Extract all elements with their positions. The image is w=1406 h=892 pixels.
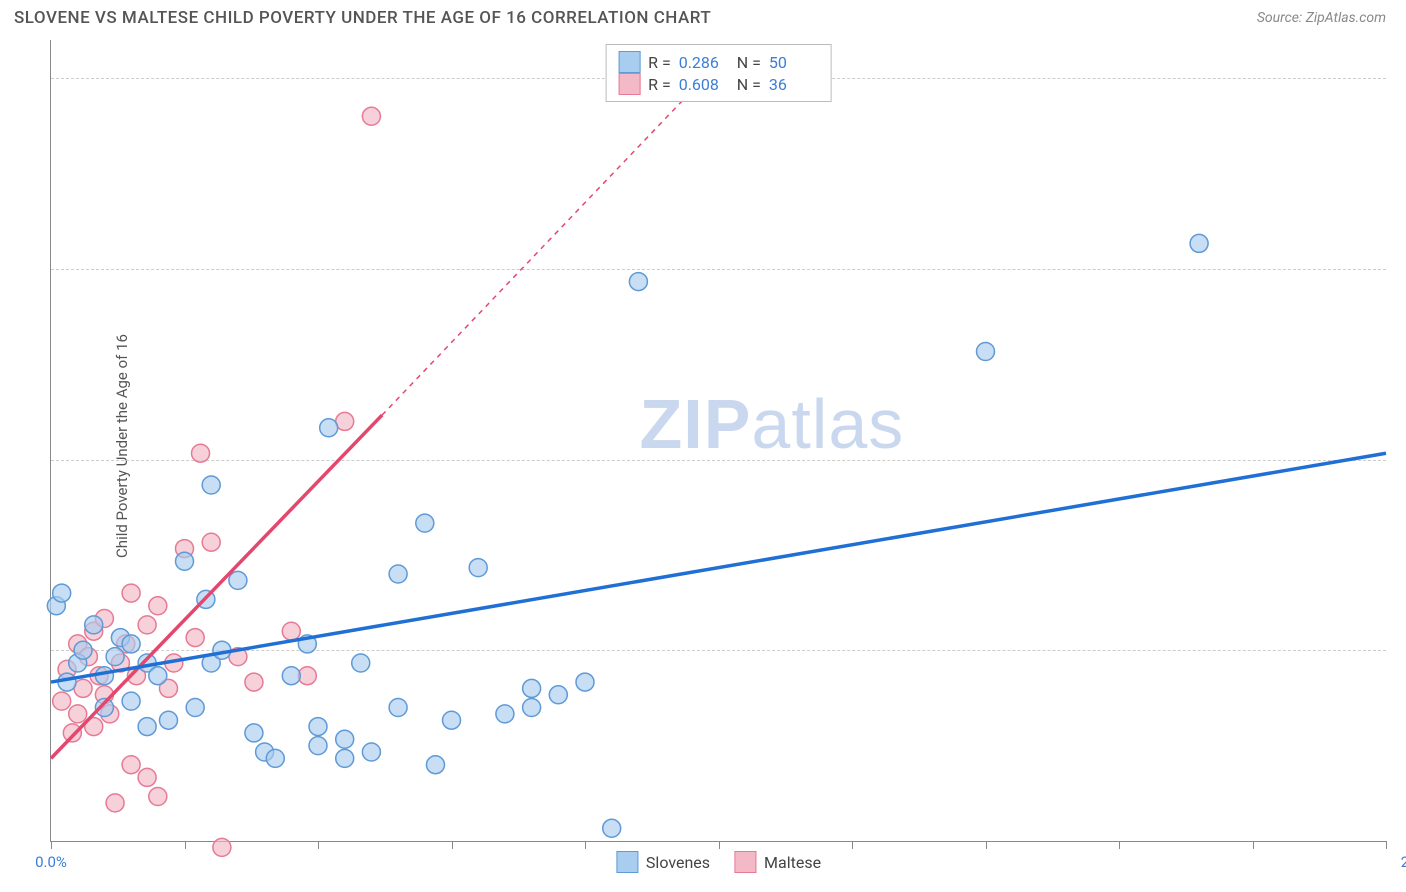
point-maltese xyxy=(192,444,210,462)
point-slovenes xyxy=(186,699,204,717)
point-slovenes xyxy=(320,419,338,437)
point-slovenes xyxy=(523,699,541,717)
x-tick xyxy=(452,841,453,849)
point-maltese xyxy=(202,533,220,551)
point-slovenes xyxy=(176,552,194,570)
x-tick xyxy=(852,841,853,849)
correlation-legend: R = 0.286 N = 50 R = 0.608 N = 36 xyxy=(605,44,832,102)
legend-row-slovenes: R = 0.286 N = 50 xyxy=(618,51,819,73)
point-slovenes xyxy=(336,749,354,767)
point-slovenes xyxy=(245,724,263,742)
chart-title: SLOVENE VS MALTESE CHILD POVERTY UNDER T… xyxy=(14,8,711,28)
point-slovenes xyxy=(1190,234,1208,252)
point-maltese xyxy=(186,629,204,647)
x-tick xyxy=(986,841,987,849)
point-slovenes xyxy=(122,692,140,710)
point-slovenes xyxy=(549,686,567,704)
point-slovenes xyxy=(352,654,370,672)
x-tick xyxy=(318,841,319,849)
x-tick-label: 0.0% xyxy=(35,853,67,871)
point-maltese xyxy=(63,724,81,742)
point-slovenes xyxy=(977,343,995,361)
point-maltese xyxy=(122,584,140,602)
point-maltese xyxy=(149,788,167,806)
point-slovenes xyxy=(229,571,247,589)
point-maltese xyxy=(69,705,87,723)
point-slovenes xyxy=(469,559,487,577)
source-attribution: Source: ZipAtlas.com xyxy=(1257,10,1386,26)
point-slovenes xyxy=(159,711,177,729)
swatch-slovenes xyxy=(618,51,640,73)
swatch-maltese xyxy=(618,73,640,95)
point-slovenes xyxy=(443,711,461,729)
point-slovenes xyxy=(122,635,140,653)
trend-line xyxy=(382,91,692,415)
x-tick-label: 25.0% xyxy=(1401,853,1406,871)
point-slovenes xyxy=(576,673,594,691)
swatch-slovenes-icon xyxy=(616,851,638,873)
trend-line xyxy=(51,453,1386,682)
point-maltese xyxy=(138,616,156,634)
legend-item-slovenes: Slovenes xyxy=(616,851,710,873)
swatch-maltese-icon xyxy=(734,851,756,873)
point-slovenes xyxy=(282,667,300,685)
point-slovenes xyxy=(416,514,434,532)
point-slovenes xyxy=(496,705,514,723)
point-slovenes xyxy=(53,584,71,602)
point-maltese xyxy=(149,597,167,615)
point-slovenes xyxy=(629,273,647,291)
point-maltese xyxy=(362,107,380,125)
point-slovenes xyxy=(138,718,156,736)
chart-plot-area: ZIPatlas R = 0.286 N = 50 R = 0.608 N = … xyxy=(50,40,1386,842)
series-legend: Slovenes Maltese xyxy=(616,851,821,873)
point-maltese xyxy=(282,622,300,640)
scatter-svg xyxy=(51,40,1386,841)
x-tick xyxy=(1386,841,1387,849)
point-slovenes xyxy=(309,718,327,736)
point-slovenes xyxy=(74,641,92,659)
x-tick xyxy=(1253,841,1254,849)
point-slovenes xyxy=(362,743,380,761)
point-slovenes xyxy=(266,749,284,767)
chart-header: SLOVENE VS MALTESE CHILD POVERTY UNDER T… xyxy=(0,0,1406,32)
point-maltese xyxy=(53,692,71,710)
point-slovenes xyxy=(85,616,103,634)
point-slovenes xyxy=(202,476,220,494)
legend-item-maltese: Maltese xyxy=(734,851,821,873)
point-slovenes xyxy=(336,730,354,748)
point-slovenes xyxy=(149,667,167,685)
point-slovenes xyxy=(603,819,621,837)
trend-line xyxy=(51,415,382,758)
point-maltese xyxy=(138,768,156,786)
point-maltese xyxy=(213,838,231,856)
legend-row-maltese: R = 0.608 N = 36 xyxy=(618,73,819,95)
x-tick xyxy=(719,841,720,849)
point-slovenes xyxy=(106,648,124,666)
point-slovenes xyxy=(389,565,407,583)
x-tick xyxy=(585,841,586,849)
point-slovenes xyxy=(426,756,444,774)
point-maltese xyxy=(106,794,124,812)
point-maltese xyxy=(245,673,263,691)
point-slovenes xyxy=(309,737,327,755)
x-tick xyxy=(51,841,52,849)
point-slovenes xyxy=(389,699,407,717)
x-tick xyxy=(185,841,186,849)
x-tick xyxy=(1119,841,1120,849)
point-slovenes xyxy=(523,679,541,697)
point-maltese xyxy=(122,756,140,774)
